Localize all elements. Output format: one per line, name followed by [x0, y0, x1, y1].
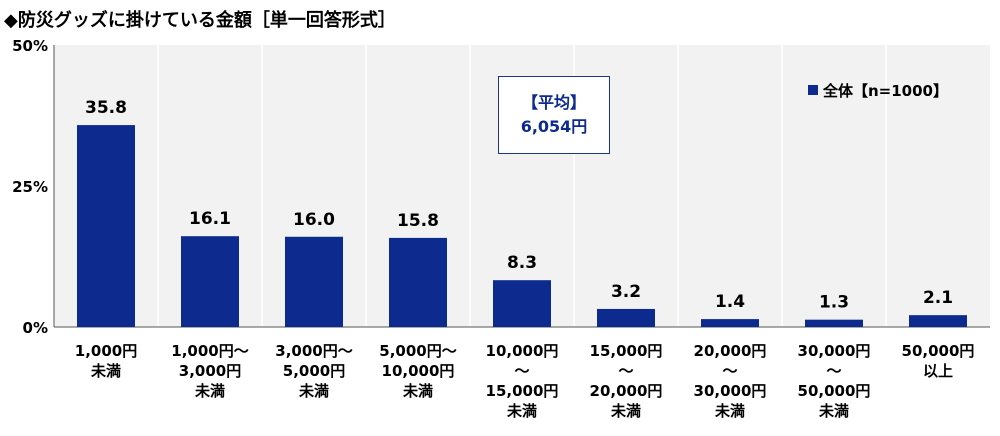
data-label: 1.4 — [715, 292, 745, 312]
x-tick-label: 未満 — [402, 382, 433, 400]
data-label: 15.8 — [397, 211, 439, 231]
x-tick-label: 3,000円 — [179, 362, 241, 380]
data-label: 3.2 — [611, 282, 641, 302]
bar — [77, 125, 135, 327]
x-tick-label: 15,000円 — [486, 382, 559, 400]
x-tick-label: 未満 — [714, 402, 745, 420]
bar — [285, 236, 343, 327]
data-label: 1.3 — [819, 293, 849, 313]
x-tick-label: 1,000円～ — [171, 342, 248, 360]
bar — [597, 308, 655, 327]
x-tick-label: 未満 — [90, 362, 121, 380]
x-tick-label: 3,000円～ — [275, 342, 352, 360]
x-tick-label: 5,000円～ — [379, 342, 456, 360]
x-tick-label: 未満 — [194, 382, 225, 400]
x-tick-label: 30,000円 — [798, 342, 871, 360]
x-tick-label: 5,000円 — [283, 362, 345, 380]
data-label: 16.0 — [293, 210, 335, 230]
x-tick-label: 20,000円 — [694, 342, 767, 360]
y-tick-label: 0% — [23, 319, 48, 337]
x-tick-label: 15,000円 — [590, 342, 663, 360]
average-label: 【平均】 — [521, 93, 586, 112]
x-tick-label: 20,000円 — [590, 382, 663, 400]
x-tick-label: 30,000円 — [694, 382, 767, 400]
x-tick-label: ～ — [618, 362, 633, 380]
x-tick-label: 未満 — [506, 402, 537, 420]
x-tick-label: 10,000円 — [382, 362, 455, 380]
y-tick-label: 50% — [12, 37, 48, 55]
x-tick-label: ～ — [826, 362, 841, 380]
data-label: 2.1 — [923, 288, 953, 308]
average-value: 6,054円 — [520, 117, 588, 136]
bar — [805, 319, 863, 327]
x-tick-label: 以上 — [923, 362, 953, 380]
x-tick-label: 1,000円 — [75, 342, 137, 360]
chart-title: ◆防災グッズに掛けている金額［単一回答形式］ — [4, 10, 396, 31]
x-tick-label: 10,000円 — [486, 342, 559, 360]
average-box: 【平均】 6,054円 — [498, 76, 610, 154]
x-tick-label: ～ — [722, 362, 737, 380]
bar — [701, 319, 759, 327]
x-tick-label: 未満 — [298, 382, 329, 400]
x-tick-label: 未満 — [818, 402, 849, 420]
y-tick-label: 25% — [12, 178, 48, 196]
data-label: 35.8 — [85, 98, 127, 118]
x-tick-label: ～ — [514, 362, 529, 380]
bar — [493, 280, 551, 327]
legend: 全体【n=1000】 — [808, 80, 948, 101]
x-tick-label: 未満 — [610, 402, 641, 420]
bar — [181, 236, 239, 327]
bar — [909, 315, 967, 327]
x-tick-label: 50,000円 — [902, 342, 975, 360]
x-tick-label: 50,000円 — [798, 382, 871, 400]
legend-label: 全体【n=1000】 — [823, 82, 948, 100]
legend-swatch — [808, 85, 818, 95]
data-label: 8.3 — [507, 253, 537, 273]
data-label: 16.1 — [189, 209, 231, 229]
bar — [389, 237, 447, 327]
